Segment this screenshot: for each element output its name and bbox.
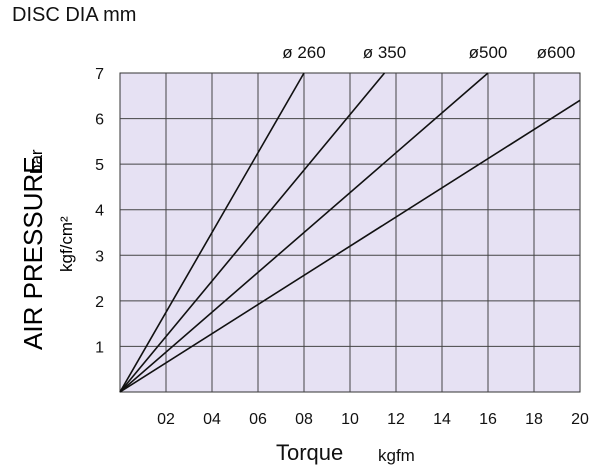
series-lines: [119, 72, 581, 393]
y-tick-label: 3: [95, 248, 104, 265]
x-tick-label: 08: [295, 411, 313, 428]
series-line: [119, 99, 581, 393]
x-tick-label: 16: [479, 411, 497, 428]
y-tick-label: 4: [95, 203, 104, 220]
x-tick-label: 14: [433, 411, 451, 428]
series-labels: ø 260 ø 350 ø500 ø600: [282, 43, 575, 62]
y-tick-label: 7: [95, 66, 104, 83]
series-line: [119, 72, 386, 393]
y-axis-unit-kgf: kgf/cm²: [57, 216, 76, 272]
y-tick-label: 6: [95, 112, 104, 129]
series-label: ø 260: [282, 43, 325, 62]
x-tick-label: 04: [203, 411, 221, 428]
series-line: [119, 72, 305, 393]
x-tick-label: 12: [387, 411, 405, 428]
x-tick-label: 20: [571, 411, 589, 428]
y-tick-labels: 1 2 3 4 5 6 7: [95, 66, 104, 356]
y-tick-label: 1: [95, 339, 104, 356]
x-tick-label: 10: [341, 411, 359, 428]
x-tick-label: 02: [157, 411, 175, 428]
grid: [120, 73, 580, 392]
y-axis-label: AIR PRESSURE: [18, 156, 48, 350]
x-tick-label: 18: [525, 411, 543, 428]
series-line: [119, 72, 489, 393]
series-label: ø500: [469, 43, 508, 62]
x-tick-labels: 02 04 06 08 10 12 14 16 18 20: [157, 411, 589, 428]
y-tick-label: 2: [95, 294, 104, 311]
chart-title: DISC DIA mm: [12, 4, 137, 26]
x-axis-unit: kgfm: [378, 446, 415, 465]
y-axis-unit-bar: bar: [27, 149, 46, 174]
x-tick-label: 06: [249, 411, 267, 428]
y-tick-label: 5: [95, 157, 104, 174]
x-axis-label: Torque: [276, 440, 344, 465]
series-label: ø600: [537, 43, 576, 62]
series-label: ø 350: [363, 43, 406, 62]
